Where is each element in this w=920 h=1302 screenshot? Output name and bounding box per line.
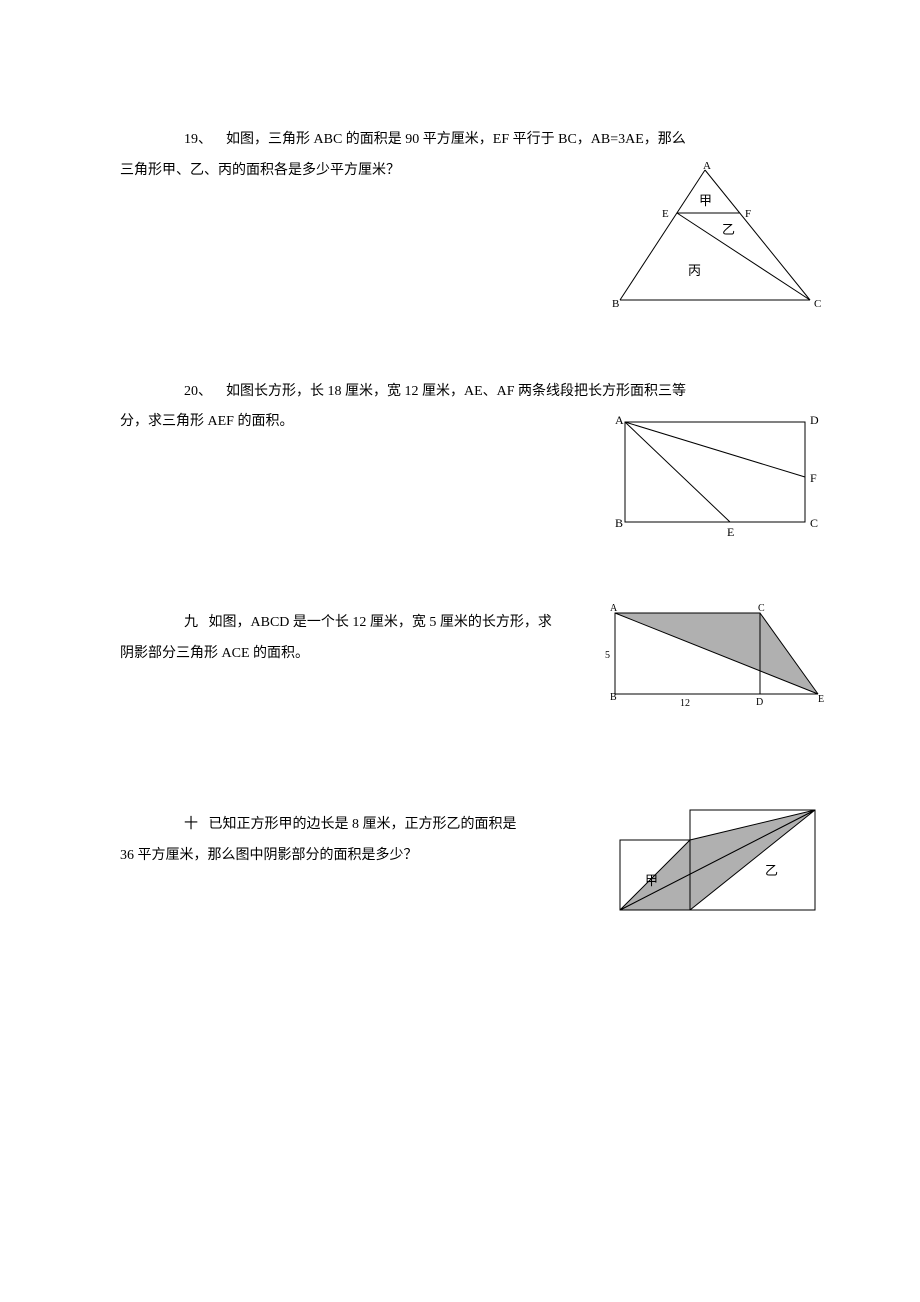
label-C: C: [810, 516, 818, 530]
diagram-20-svg: A D F B E C: [610, 412, 830, 542]
label-C: C: [814, 298, 821, 310]
problem-9-line2: 阴影部分三角形 ACE 的面积。: [120, 646, 309, 661]
label-C: C: [758, 603, 765, 614]
label-E: E: [727, 525, 734, 539]
diagram-10-svg: 甲 乙: [600, 800, 830, 920]
label-F: F: [745, 208, 751, 220]
label-A: A: [615, 413, 624, 427]
label-yi: 乙: [765, 863, 778, 878]
label-A: A: [610, 603, 618, 614]
problem-19-line1: 如图，三角形 ABC 的面积是 90 平方厘米，EF 平行于 BC，AB=3AE…: [226, 132, 686, 147]
label-jia: 甲: [645, 873, 658, 888]
label-B: B: [615, 516, 623, 530]
diagram-10: 甲 乙: [600, 800, 830, 933]
label-yi: 乙: [722, 222, 735, 237]
problem-19-line2: 三角形甲、乙、丙的面积各是多少平方厘米？: [120, 163, 400, 178]
problem-19: 19、 如图，三角形 ABC 的面积是 90 平方厘米，EF 平行于 BC，AB…: [120, 125, 800, 187]
label-jia: 甲: [699, 193, 712, 208]
problem-20-line2: 分，求三角形 AEF 的面积。: [120, 414, 293, 429]
label-5: 5: [605, 650, 610, 661]
label-E: E: [818, 694, 824, 705]
problem-9-number: 九: [120, 615, 198, 630]
label-F: F: [810, 471, 817, 485]
problem-9: 九 如图，ABCD 是一个长 12 厘米，宽 5 厘米的长方形，求 阴影部分三角…: [120, 608, 800, 670]
problem-10-line2: 36 平方厘米，那么图中阴影部分的面积是多少？: [120, 848, 418, 863]
problem-10-number: 十: [120, 817, 198, 832]
diagram-9: A C B D E 5 12: [600, 598, 830, 726]
problem-19-number: 19、: [120, 132, 212, 147]
problem-10-line1: 已知正方形甲的边长是 8 厘米，正方形乙的面积是: [209, 817, 517, 832]
problem-9-line1: 如图，ABCD 是一个长 12 厘米，宽 5 厘米的长方形，求: [209, 615, 552, 630]
problem-10: 十 已知正方形甲的边长是 8 厘米，正方形乙的面积是 36 平方厘米，那么图中阴…: [120, 810, 800, 872]
label-D: D: [810, 413, 819, 427]
problem-20-number: 20、: [120, 384, 212, 399]
diagram-20: A D F B E C: [610, 412, 830, 555]
label-bing: 丙: [688, 263, 701, 278]
label-B: B: [612, 298, 619, 310]
label-B: B: [610, 692, 617, 703]
label-D: D: [756, 697, 763, 708]
problem-20-line1: 如图长方形，长 18 厘米，宽 12 厘米，AE、AF 两条线段把长方形面积三等: [226, 384, 686, 399]
problem-20: 20、 如图长方形，长 18 厘米，宽 12 厘米，AE、AF 两条线段把长方形…: [120, 377, 800, 439]
diagram-19-svg: A E F B C 甲 乙 丙: [610, 160, 830, 310]
diagram-19: A E F B C 甲 乙 丙: [610, 160, 830, 323]
label-E: E: [662, 208, 669, 220]
diagram-9-svg: A C B D E 5 12: [600, 598, 830, 713]
label-12: 12: [680, 698, 690, 709]
label-A: A: [703, 160, 711, 172]
